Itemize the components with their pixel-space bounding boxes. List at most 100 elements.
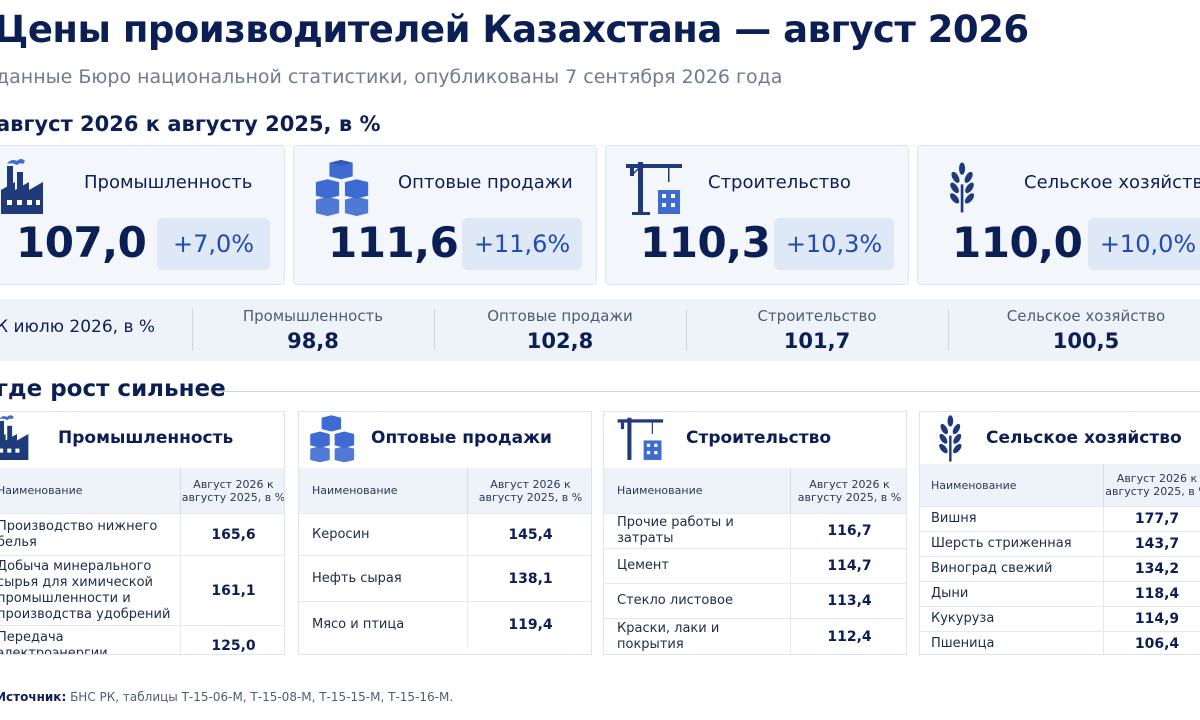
panel-agriculture: Сельское хозяйство Наименование Август 2… <box>919 411 1200 655</box>
mom-label: К июлю 2026, в % <box>0 317 156 337</box>
table-row: Цемент 114,7 <box>604 548 906 583</box>
row-value: 143,7 <box>1103 532 1200 556</box>
table-row: Дыни 118,4 <box>920 581 1200 606</box>
table-row: Виноград свежий 134,2 <box>920 556 1200 581</box>
crane-icon <box>626 162 682 215</box>
mom-item-name: Строительство <box>757 307 877 325</box>
row-value: 165,6 <box>180 514 284 555</box>
factory-icon <box>1 159 43 214</box>
mom-item-value: 101,7 <box>783 329 851 353</box>
yoy-heading: август 2026 к августу 2025, в % <box>0 112 381 136</box>
factory-icon <box>0 415 29 460</box>
mom-item: Сельское хозяйство 100,5 <box>956 307 1200 353</box>
crane-icon <box>617 417 664 460</box>
wheat-icon <box>950 162 975 213</box>
mom-item: Оптовые продажи 102,8 <box>442 307 678 353</box>
panel-title: Сельское хозяйство <box>986 428 1182 448</box>
table-row: Стекло листовое 113,4 <box>604 583 906 618</box>
col-value-header: Август 2026 к августу 2025, в % <box>790 468 906 513</box>
panel-title: Оптовые продажи <box>371 428 552 448</box>
panel-header: Строительство <box>604 412 906 464</box>
row-value: 138,1 <box>467 556 591 601</box>
col-value-header: Август 2026 к августу 2025, в % <box>1103 464 1200 506</box>
panel-header: Сельское хозяйство <box>920 412 1200 464</box>
table-header: Наименование Август 2026 к августу 2025,… <box>0 468 284 513</box>
row-name: Передача электроэнергии <box>0 629 108 655</box>
col-value-header: Август 2026 к августу 2025, в % <box>180 468 284 513</box>
table-row: Мясо и птица 119,4 <box>299 601 591 647</box>
card-name: Промышленность <box>84 172 253 193</box>
row-name: Вишня <box>931 511 977 526</box>
source-text: БНС РК, таблицы Т-15-06-М, Т-15-08-М, Т-… <box>70 690 454 704</box>
mom-item-value: 100,5 <box>1052 329 1120 353</box>
change-badge: +10,3% <box>774 218 894 270</box>
row-value: 118,4 <box>1103 582 1200 606</box>
mom-item-name: Оптовые продажи <box>487 307 633 325</box>
table-header: Наименование Август 2026 к августу 2025,… <box>920 464 1200 506</box>
card-value: 110,3 <box>640 218 771 267</box>
mom-item-value: 98,8 <box>287 329 339 353</box>
mom-strip: К июлю 2026, в % Промышленность 98,8 Опт… <box>0 299 1200 361</box>
table-row: Передача электроэнергии 125,0 <box>0 625 284 655</box>
page-subtitle: данные Бюро национальной статистики, опу… <box>0 66 783 88</box>
table-row: Производство нижнего белья 165,6 <box>0 513 284 555</box>
card-value: 111,6 <box>328 218 459 267</box>
col-name-header: Наименование <box>312 484 398 497</box>
col-name-header: Наименование <box>931 478 1017 492</box>
change-badge: +7,0% <box>157 218 270 270</box>
mom-item-value: 102,8 <box>526 329 594 353</box>
row-name: Краски, лаки и покрытия <box>617 620 720 652</box>
divider <box>192 309 193 351</box>
row-value: 114,9 <box>1103 607 1200 631</box>
table-header: Наименование Август 2026 к августу 2025,… <box>299 468 591 513</box>
row-name: Стекло листовое <box>617 593 733 608</box>
row-name: Нефть сырая <box>312 570 402 586</box>
mom-item: Строительство 101,7 <box>694 307 940 353</box>
card-value: 107,0 <box>16 218 147 267</box>
row-name: Добыча минерального сырья для химической… <box>0 558 171 622</box>
change-badge: +11,6% <box>462 218 582 270</box>
row-value: 125,0 <box>180 626 284 654</box>
mom-item-name: Сельское хозяйство <box>1006 307 1166 325</box>
boxes-icon <box>315 159 369 216</box>
row-value: 119,4 <box>467 602 591 647</box>
panel-header: Оптовые продажи <box>299 412 591 464</box>
table-row: Нефть сырая 138,1 <box>299 555 591 601</box>
card-value: 110,0 <box>952 218 1083 267</box>
row-value: 116,7 <box>790 514 906 548</box>
source-note: Источник: БНС РК, таблицы Т-15-06-М, Т-1… <box>0 690 453 704</box>
mom-item: Промышленность 98,8 <box>200 307 426 353</box>
source-label: Источник: <box>0 690 67 704</box>
row-value: 145,4 <box>467 514 591 555</box>
row-name: Виноград свежий <box>931 561 1053 576</box>
wheat-icon <box>939 415 962 462</box>
row-name: Цемент <box>617 558 669 573</box>
row-value: 161,1 <box>180 556 284 625</box>
row-name: Пшеница <box>931 636 995 651</box>
panel-header: Промышленность <box>0 412 284 464</box>
col-value-header: Август 2026 к августу 2025, в % <box>467 468 591 513</box>
panel-title: Промышленность <box>58 428 234 448</box>
table-row: Керосин 145,4 <box>299 513 591 555</box>
boxes-icon <box>310 415 355 462</box>
card-name: Оптовые продажи <box>398 172 573 193</box>
divider <box>948 309 949 351</box>
row-value: 106,4 <box>1103 632 1200 654</box>
row-name: Шерсть стриженная <box>931 536 1072 551</box>
panel-construction: Строительство Наименование Август 2026 к… <box>603 411 907 655</box>
card-wholesale: Оптовые продажи 111,6 +11,6% <box>293 145 597 285</box>
row-name: Производство нижнего белья <box>0 518 158 550</box>
card-name: Сельское хозяйство <box>1024 172 1200 193</box>
card-name: Строительство <box>708 172 851 193</box>
row-value: 113,4 <box>790 584 906 618</box>
panel-title: Строительство <box>686 428 832 448</box>
table-row: Прочие работы и затраты 116,7 <box>604 513 906 548</box>
mom-item-name: Промышленность <box>242 307 384 325</box>
table-row: Вишня 177,7 <box>920 506 1200 531</box>
panel-wholesale: Оптовые продажи Наименование Август 2026… <box>298 411 592 655</box>
row-value: 114,7 <box>790 549 906 583</box>
row-name: Кукуруза <box>931 611 995 626</box>
card-agriculture: Сельское хозяйство 110,0 +10,0% <box>917 145 1200 285</box>
panel-industry: Промышленность Наименование Август 2026 … <box>0 411 285 655</box>
divider <box>434 309 435 351</box>
